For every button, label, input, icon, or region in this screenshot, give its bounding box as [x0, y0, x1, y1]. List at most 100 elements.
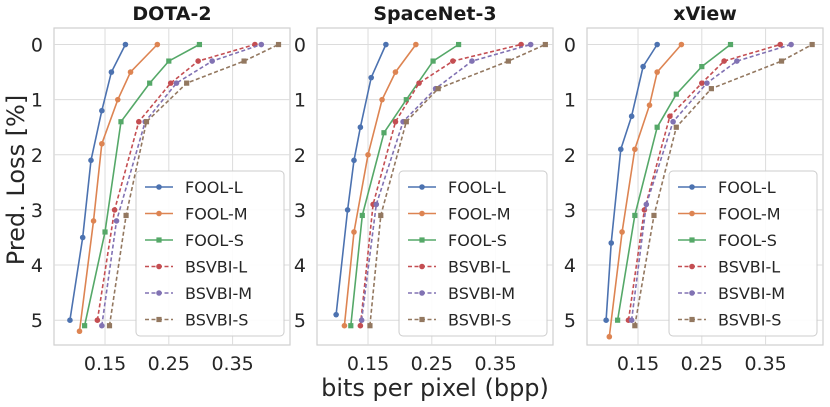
legend-marker	[419, 290, 425, 296]
legend-label: FOOL-M	[718, 205, 781, 224]
data-point	[108, 69, 115, 75]
data-point	[632, 212, 638, 219]
data-point	[113, 218, 120, 224]
legend-label: FOOL-M	[185, 205, 248, 224]
y-tick-label: 4	[31, 255, 43, 277]
data-point	[778, 58, 785, 64]
data-point	[527, 41, 534, 48]
data-point	[106, 323, 113, 329]
data-point	[196, 41, 203, 48]
series-line-fool-l	[69, 44, 127, 321]
data-point	[76, 328, 83, 335]
data-point	[383, 41, 389, 48]
data-point	[469, 58, 475, 64]
y-tick-label: 1	[294, 90, 306, 112]
legend-label: FOOL-S	[448, 231, 507, 250]
data-point	[99, 322, 105, 329]
data-point	[333, 311, 339, 318]
data-point	[505, 58, 511, 64]
data-point	[708, 86, 714, 92]
legend-label: FOOL-S	[718, 231, 777, 250]
data-point	[99, 140, 105, 147]
data-point	[136, 118, 142, 125]
panel-title: DOTA-2	[132, 3, 211, 25]
data-point	[123, 212, 129, 219]
panel-title: xView	[673, 3, 737, 25]
panel-2: 0.15 0.25 0.35 0 1 2 3 4 5 SpaceNet-3 FOOL-L FOOL-M…	[294, 3, 554, 375]
data-point	[111, 207, 118, 213]
y-tick-label: 5	[294, 310, 306, 332]
data-point	[358, 317, 365, 323]
data-point	[118, 119, 124, 125]
data-point	[348, 323, 354, 329]
data-point	[619, 229, 625, 235]
legend-marker	[419, 263, 425, 270]
data-point	[114, 96, 121, 103]
data-point	[699, 80, 705, 86]
legend-marker	[156, 237, 162, 243]
data-point	[147, 80, 153, 86]
data-point	[416, 80, 422, 86]
data-point	[654, 124, 660, 130]
legend-marker	[156, 184, 162, 190]
data-point	[195, 58, 201, 64]
data-point	[809, 41, 815, 48]
legend-marker	[419, 316, 425, 323]
data-point	[450, 58, 456, 64]
series-line-fool-m	[608, 43, 683, 337]
legend-label: FOOL-L	[718, 178, 776, 197]
series-line-bsvbi-s	[634, 43, 813, 326]
y-tick-label: 3	[564, 200, 576, 222]
y-tick-label: 0	[294, 35, 306, 57]
data-point	[673, 124, 679, 130]
legend-marker	[156, 210, 162, 217]
legend-marker	[689, 210, 695, 217]
x-tick-label: 0.15	[84, 353, 126, 375]
legend-box	[398, 170, 548, 337]
y-tick-label: 2	[564, 145, 576, 167]
data-point	[209, 58, 215, 64]
data-point	[606, 333, 613, 340]
legend-label: BSVBI-S	[448, 311, 511, 330]
data-point	[667, 113, 673, 120]
data-point	[341, 322, 348, 329]
data-point	[275, 41, 282, 48]
data-point	[727, 41, 734, 48]
data-point	[357, 322, 364, 329]
data-point	[344, 207, 351, 213]
legend-marker	[689, 263, 695, 270]
data-point	[643, 201, 650, 208]
series-line-fool-s	[350, 43, 460, 326]
data-point	[673, 91, 679, 97]
data-point	[167, 80, 174, 86]
data-point	[435, 86, 441, 92]
series-line-bsvbi-s	[108, 43, 279, 326]
y-axis-label: Pred. Loss [%]	[2, 95, 30, 265]
data-point	[241, 58, 247, 64]
data-point	[90, 218, 97, 224]
data-point	[542, 41, 548, 48]
data-point	[127, 69, 134, 75]
data-point	[351, 157, 357, 164]
data-point	[368, 74, 375, 81]
legend-marker	[156, 290, 162, 296]
data-point	[367, 323, 373, 329]
data-point	[608, 240, 615, 246]
data-point	[403, 97, 409, 103]
x-tick-label: 0.15	[617, 353, 659, 375]
legend-label: BSVBI-M	[718, 284, 785, 303]
legend-marker	[689, 184, 695, 190]
x-tick-label: 0.35	[211, 353, 253, 375]
legend-label: FOOL-M	[448, 205, 511, 224]
legend-label: BSVBI-L	[185, 258, 247, 277]
legend-label: BSVBI-M	[185, 284, 252, 303]
legend-marker	[419, 237, 425, 243]
legend-label: FOOL-L	[185, 178, 243, 197]
y-tick-label: 4	[294, 255, 306, 277]
legend-marker	[419, 184, 425, 190]
y-tick-label: 2	[31, 145, 43, 167]
data-point	[603, 317, 609, 323]
x-tick-label: 0.15	[347, 353, 389, 375]
legend-box	[135, 170, 285, 337]
